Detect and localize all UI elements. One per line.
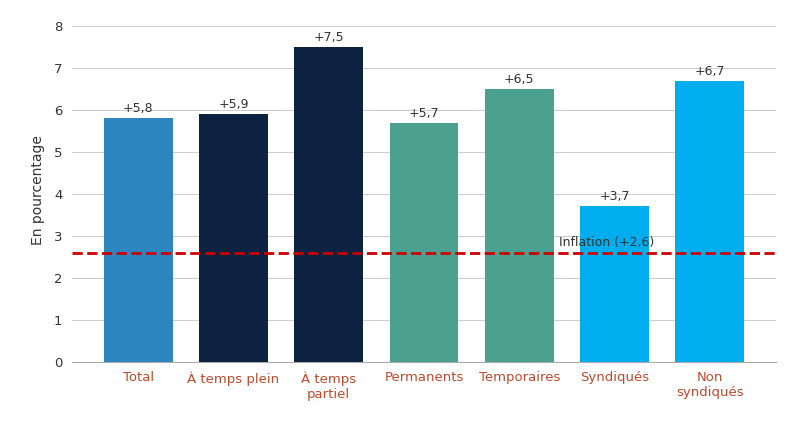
Bar [390, 123, 458, 362]
Bar [294, 47, 363, 362]
Bar [485, 89, 554, 362]
Text: +5,7: +5,7 [409, 107, 439, 120]
Text: +6,7: +6,7 [694, 65, 725, 78]
Bar [199, 114, 268, 362]
Bar [104, 118, 173, 362]
Text: +7,5: +7,5 [314, 31, 344, 44]
Bar [675, 81, 744, 362]
Text: Inflation (+2,6): Inflation (+2,6) [559, 236, 654, 249]
Bar [580, 206, 649, 362]
Text: +5,9: +5,9 [218, 98, 249, 111]
Text: +3,7: +3,7 [599, 191, 630, 203]
Text: +5,8: +5,8 [123, 102, 154, 116]
Text: +6,5: +6,5 [504, 73, 534, 86]
Y-axis label: En pourcentage: En pourcentage [31, 135, 46, 245]
